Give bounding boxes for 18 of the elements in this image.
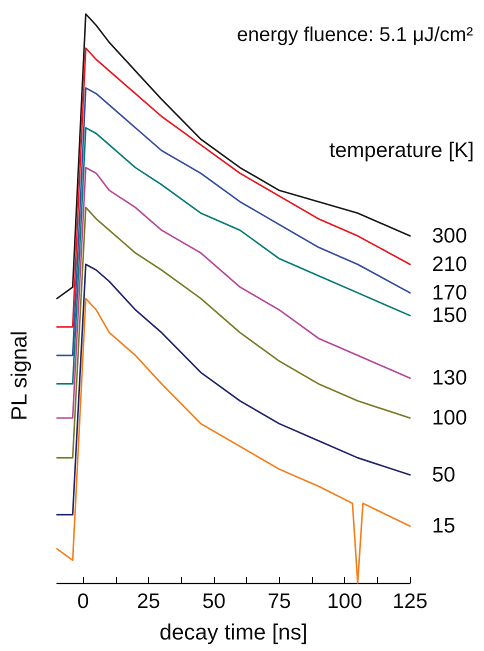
series-label: 150: [432, 304, 468, 328]
series-label: 100: [432, 406, 468, 430]
x-tick-label: 100: [327, 590, 362, 613]
series-label: 130: [432, 366, 468, 390]
x-tick-label: 125: [392, 590, 428, 613]
x-tick-label: 75: [268, 590, 291, 613]
y-axis-title: PL signal: [6, 330, 32, 421]
series-label: 170: [432, 281, 468, 304]
series-label: 15: [432, 514, 456, 538]
legend-title: temperature [K]: [329, 139, 474, 162]
series-label: 210: [432, 252, 468, 276]
x-tick-label: 25: [136, 590, 160, 613]
series-label: 50: [432, 463, 456, 486]
text: energy fluence: 5.1 μJ/cm²: [236, 24, 474, 46]
x-tick-label: 50: [202, 590, 226, 613]
series-label: 300: [432, 224, 468, 248]
x-tick-label: 0: [77, 590, 89, 613]
x-axis-title: decay time [ns]: [160, 620, 308, 644]
